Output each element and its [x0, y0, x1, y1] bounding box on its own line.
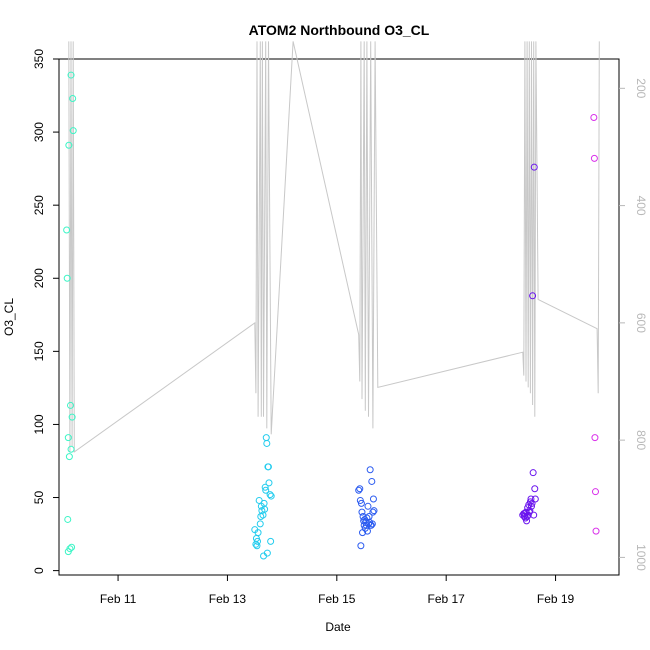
- data-point-64: [368, 477, 376, 485]
- x-tick-label-2: Feb 15: [318, 592, 356, 606]
- right-tick-label-4: 1000: [634, 544, 648, 571]
- data-point-6: [65, 453, 73, 461]
- data-point-66: [369, 508, 377, 516]
- x-tick-label-1: Feb 13: [209, 592, 247, 606]
- data-point-5: [65, 141, 73, 149]
- data-point-14: [69, 127, 77, 135]
- data-point-57: [364, 502, 372, 510]
- data-point-92: [590, 113, 598, 121]
- data-point-76: [523, 513, 531, 521]
- data-point-81: [526, 507, 534, 515]
- data-point-88: [530, 511, 538, 519]
- y-tick-label-5: 250: [32, 195, 46, 215]
- y-tick-label-7: 350: [32, 49, 46, 69]
- right-tick-label-1: 400: [634, 196, 648, 216]
- y-axis-label: O3_CL: [2, 298, 16, 336]
- right-tick-label-2: 600: [634, 313, 648, 333]
- data-point-83: [527, 495, 535, 503]
- data-point-0: [63, 226, 71, 234]
- pressure-line-layer: [68, 41, 600, 453]
- data-point-84: [528, 502, 535, 510]
- y-tick-label-1: 50: [32, 491, 46, 505]
- data-point-90: [531, 485, 539, 493]
- data-point-96: [592, 527, 600, 535]
- y-tick-label-6: 300: [32, 122, 46, 142]
- data-point-7: [66, 545, 74, 553]
- data-point-20: [254, 529, 262, 537]
- data-point-41: [355, 486, 363, 494]
- data-point-8: [66, 401, 74, 409]
- y-tick-label-4: 200: [32, 268, 46, 288]
- y-tick-label-2: 100: [32, 414, 46, 434]
- x-tick-label-4: Feb 19: [537, 592, 575, 606]
- data-point-32: [262, 434, 270, 442]
- data-point-4: [64, 434, 72, 442]
- data-point-61: [366, 466, 374, 474]
- data-point-29: [261, 505, 269, 513]
- points-layer: [63, 71, 600, 560]
- data-point-2: [64, 515, 72, 523]
- data-point-9: [67, 71, 75, 79]
- data-point-18: [253, 542, 261, 550]
- data-point-45: [357, 499, 365, 507]
- data-point-71: [520, 513, 528, 521]
- data-point-38: [266, 491, 274, 499]
- data-point-91: [531, 495, 539, 503]
- data-point-95: [591, 488, 599, 496]
- right-tick-label-0: 200: [634, 78, 648, 98]
- pressure-line: [68, 41, 600, 453]
- data-point-56: [363, 527, 371, 535]
- x-tick-label-0: Feb 11: [100, 592, 137, 606]
- data-point-37: [265, 479, 273, 487]
- data-point-89: [530, 163, 538, 171]
- right-tick-label-3: 800: [634, 430, 648, 450]
- data-point-94: [591, 434, 599, 442]
- data-point-46: [358, 508, 366, 516]
- data-point-31: [262, 486, 270, 494]
- data-point-63: [367, 521, 375, 529]
- plot-box: [58, 58, 620, 576]
- data-point-40: [267, 492, 275, 500]
- data-point-1: [63, 274, 71, 282]
- data-point-34: [263, 549, 271, 557]
- data-point-30: [261, 483, 269, 491]
- data-point-22: [256, 520, 264, 528]
- data-point-36: [264, 463, 272, 471]
- data-point-13: [69, 94, 77, 102]
- data-point-10: [67, 445, 75, 453]
- data-point-68: [370, 507, 378, 515]
- chart-title: ATOM2 Northbound O3_CL: [249, 22, 430, 38]
- data-point-85: [528, 499, 536, 507]
- data-point-93: [590, 154, 598, 162]
- data-point-33: [263, 439, 271, 447]
- axes-layer: 0 50 100 150 200 250 300 350 Feb 11 Feb 13 Feb 15 F…: [32, 49, 648, 606]
- y-tick-label-3: 150: [32, 341, 46, 361]
- x-tick-label-3: Feb 17: [428, 592, 466, 606]
- data-point-11: [68, 543, 76, 551]
- data-point-86: [529, 292, 537, 300]
- x-axis-label: Date: [325, 620, 351, 634]
- data-point-19: [254, 537, 262, 545]
- data-point-44: [357, 542, 365, 550]
- y-tick-label-0: 0: [32, 567, 46, 574]
- data-point-42: [356, 485, 364, 493]
- data-point-87: [529, 469, 537, 477]
- data-point-65: [368, 520, 376, 528]
- data-point-39: [267, 537, 275, 545]
- data-point-67: [369, 495, 377, 503]
- data-point-12: [68, 413, 76, 421]
